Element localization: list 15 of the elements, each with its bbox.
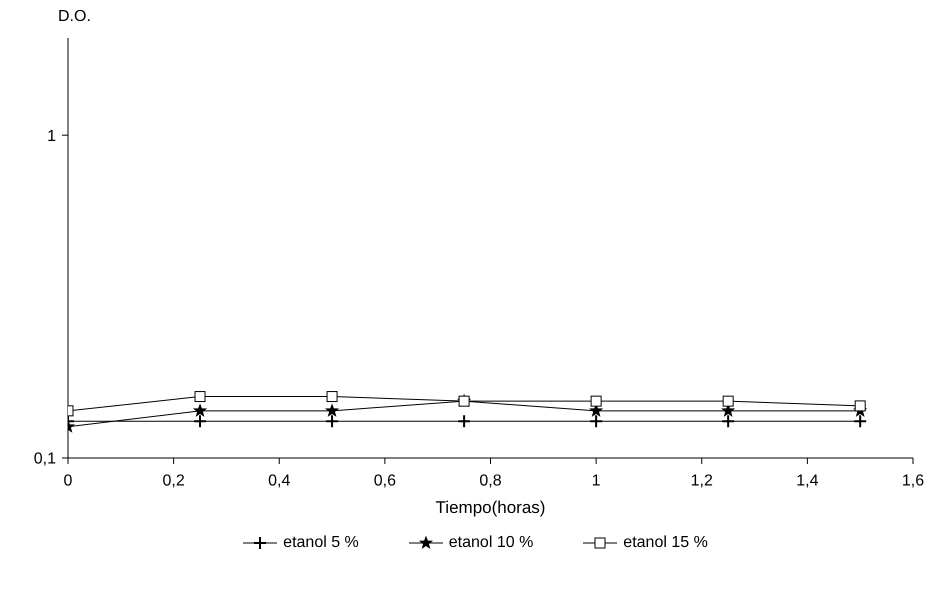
x-tick-label: 0,4	[268, 472, 290, 490]
x-axis-title: Tiempo(horas)	[436, 498, 546, 517]
legend-label: etanol 15 %	[622, 534, 708, 552]
x-tick-label: 1,4	[796, 472, 819, 490]
x-tick-label: 1,2	[690, 472, 713, 490]
legend-label: etanol 10 %	[448, 534, 534, 552]
x-tick-label: 0	[64, 472, 73, 490]
x-tick-label: 0,6	[374, 472, 396, 490]
legend-label: etanol 5 %	[282, 534, 359, 552]
x-tick-label: 0,8	[479, 472, 502, 490]
x-tick-label: 1	[592, 472, 601, 490]
x-tick-label: 0,2	[162, 472, 185, 490]
x-tick-label: 1,6	[902, 472, 924, 490]
y-tick-label: 0,1	[34, 450, 56, 468]
y-axis-title: D.O.	[58, 8, 92, 27]
